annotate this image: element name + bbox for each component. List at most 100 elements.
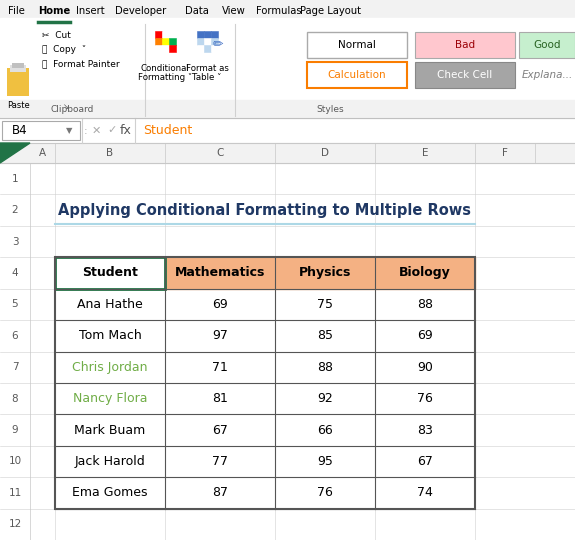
Text: 88: 88 bbox=[317, 361, 333, 374]
Text: F: F bbox=[502, 148, 508, 158]
Text: Explana...: Explana... bbox=[522, 70, 573, 80]
Text: ⎘  Copy  ˅: ⎘ Copy ˅ bbox=[42, 45, 86, 55]
Text: 77: 77 bbox=[212, 455, 228, 468]
Text: Paste: Paste bbox=[7, 101, 29, 110]
Bar bbox=[211, 45, 218, 52]
Bar bbox=[0, 118, 575, 143]
Text: 87: 87 bbox=[212, 487, 228, 500]
Text: Conditional: Conditional bbox=[141, 64, 189, 73]
Text: Check Cell: Check Cell bbox=[438, 70, 493, 80]
Text: Styles: Styles bbox=[316, 105, 344, 113]
Text: Nancy Flora: Nancy Flora bbox=[73, 392, 147, 405]
Text: 76: 76 bbox=[417, 392, 433, 405]
Text: ↘: ↘ bbox=[63, 102, 70, 111]
Text: ✕: ✕ bbox=[92, 125, 101, 136]
Text: Jack Harold: Jack Harold bbox=[75, 455, 145, 468]
Text: File: File bbox=[8, 6, 25, 16]
Text: 69: 69 bbox=[212, 298, 228, 311]
Bar bbox=[0, 143, 575, 163]
Text: 67: 67 bbox=[212, 423, 228, 436]
Text: E: E bbox=[421, 148, 428, 158]
Text: 9: 9 bbox=[12, 425, 18, 435]
Text: Calculation: Calculation bbox=[328, 70, 386, 80]
Bar bbox=[162, 45, 169, 52]
FancyBboxPatch shape bbox=[307, 32, 407, 58]
Text: 66: 66 bbox=[317, 423, 333, 436]
Text: Table ˅: Table ˅ bbox=[192, 73, 222, 82]
Text: 76: 76 bbox=[317, 487, 333, 500]
Bar bbox=[0, 18, 575, 118]
Text: Normal: Normal bbox=[338, 40, 376, 50]
Text: Ana Hathe: Ana Hathe bbox=[77, 298, 143, 311]
Bar bbox=[204, 31, 211, 38]
FancyBboxPatch shape bbox=[307, 62, 407, 88]
Bar bbox=[155, 45, 162, 52]
Text: 5: 5 bbox=[12, 299, 18, 309]
Text: Chris Jordan: Chris Jordan bbox=[72, 361, 148, 374]
Text: Data: Data bbox=[185, 6, 209, 16]
Text: Developer: Developer bbox=[115, 6, 166, 16]
Bar bbox=[7, 68, 29, 96]
Bar bbox=[55, 257, 475, 289]
Text: fx: fx bbox=[120, 124, 132, 137]
FancyBboxPatch shape bbox=[2, 121, 80, 140]
Text: C: C bbox=[216, 148, 224, 158]
Bar bbox=[0, 100, 575, 118]
Text: ✓: ✓ bbox=[107, 125, 116, 136]
Text: 11: 11 bbox=[9, 488, 22, 498]
Bar bbox=[0, 0, 575, 22]
Text: Ema Gomes: Ema Gomes bbox=[72, 487, 148, 500]
Text: 3: 3 bbox=[12, 237, 18, 247]
Bar bbox=[197, 31, 204, 38]
Text: ▼: ▼ bbox=[66, 126, 72, 135]
Polygon shape bbox=[0, 143, 30, 163]
Text: Applying Conditional Formatting to Multiple Rows: Applying Conditional Formatting to Multi… bbox=[59, 202, 471, 218]
Bar bbox=[0, 143, 575, 540]
Bar bbox=[162, 31, 169, 38]
Text: 81: 81 bbox=[212, 392, 228, 405]
Text: ✏: ✏ bbox=[213, 38, 224, 51]
Text: A: A bbox=[39, 148, 46, 158]
Text: 97: 97 bbox=[212, 329, 228, 342]
Text: 90: 90 bbox=[417, 361, 433, 374]
Text: 75: 75 bbox=[317, 298, 333, 311]
Bar bbox=[204, 45, 211, 52]
Text: 10: 10 bbox=[9, 456, 22, 467]
Text: Formulas: Formulas bbox=[256, 6, 302, 16]
Text: Insert: Insert bbox=[76, 6, 105, 16]
Text: 4: 4 bbox=[12, 268, 18, 278]
Text: D: D bbox=[321, 148, 329, 158]
Bar bbox=[169, 31, 176, 38]
Bar bbox=[12, 63, 24, 68]
Bar bbox=[155, 31, 162, 38]
Text: Clipboard: Clipboard bbox=[51, 105, 94, 113]
Text: Bad: Bad bbox=[455, 40, 475, 50]
Bar bbox=[197, 38, 204, 45]
Text: Mark Buam: Mark Buam bbox=[74, 423, 145, 436]
Text: Format as: Format as bbox=[186, 64, 228, 73]
Text: 95: 95 bbox=[317, 455, 333, 468]
Bar bbox=[204, 38, 211, 45]
Bar bbox=[197, 45, 204, 52]
Text: 92: 92 bbox=[317, 392, 333, 405]
Text: 1: 1 bbox=[12, 174, 18, 184]
Text: 6: 6 bbox=[12, 331, 18, 341]
Text: 12: 12 bbox=[9, 519, 22, 529]
Text: Home: Home bbox=[38, 6, 70, 16]
FancyBboxPatch shape bbox=[415, 32, 515, 58]
Text: 2: 2 bbox=[12, 205, 18, 215]
Text: 83: 83 bbox=[417, 423, 433, 436]
Text: 🖌  Format Painter: 🖌 Format Painter bbox=[42, 59, 120, 69]
Bar bbox=[162, 38, 169, 45]
Bar bbox=[55, 257, 165, 289]
FancyBboxPatch shape bbox=[415, 62, 515, 88]
Text: Tom Mach: Tom Mach bbox=[79, 329, 141, 342]
Text: 67: 67 bbox=[417, 455, 433, 468]
Text: Student: Student bbox=[143, 124, 192, 137]
Text: 85: 85 bbox=[317, 329, 333, 342]
Bar bbox=[55, 257, 475, 509]
Text: View: View bbox=[222, 6, 246, 16]
Text: Good: Good bbox=[533, 40, 561, 50]
Text: B: B bbox=[106, 148, 114, 158]
Text: :: : bbox=[84, 125, 87, 136]
